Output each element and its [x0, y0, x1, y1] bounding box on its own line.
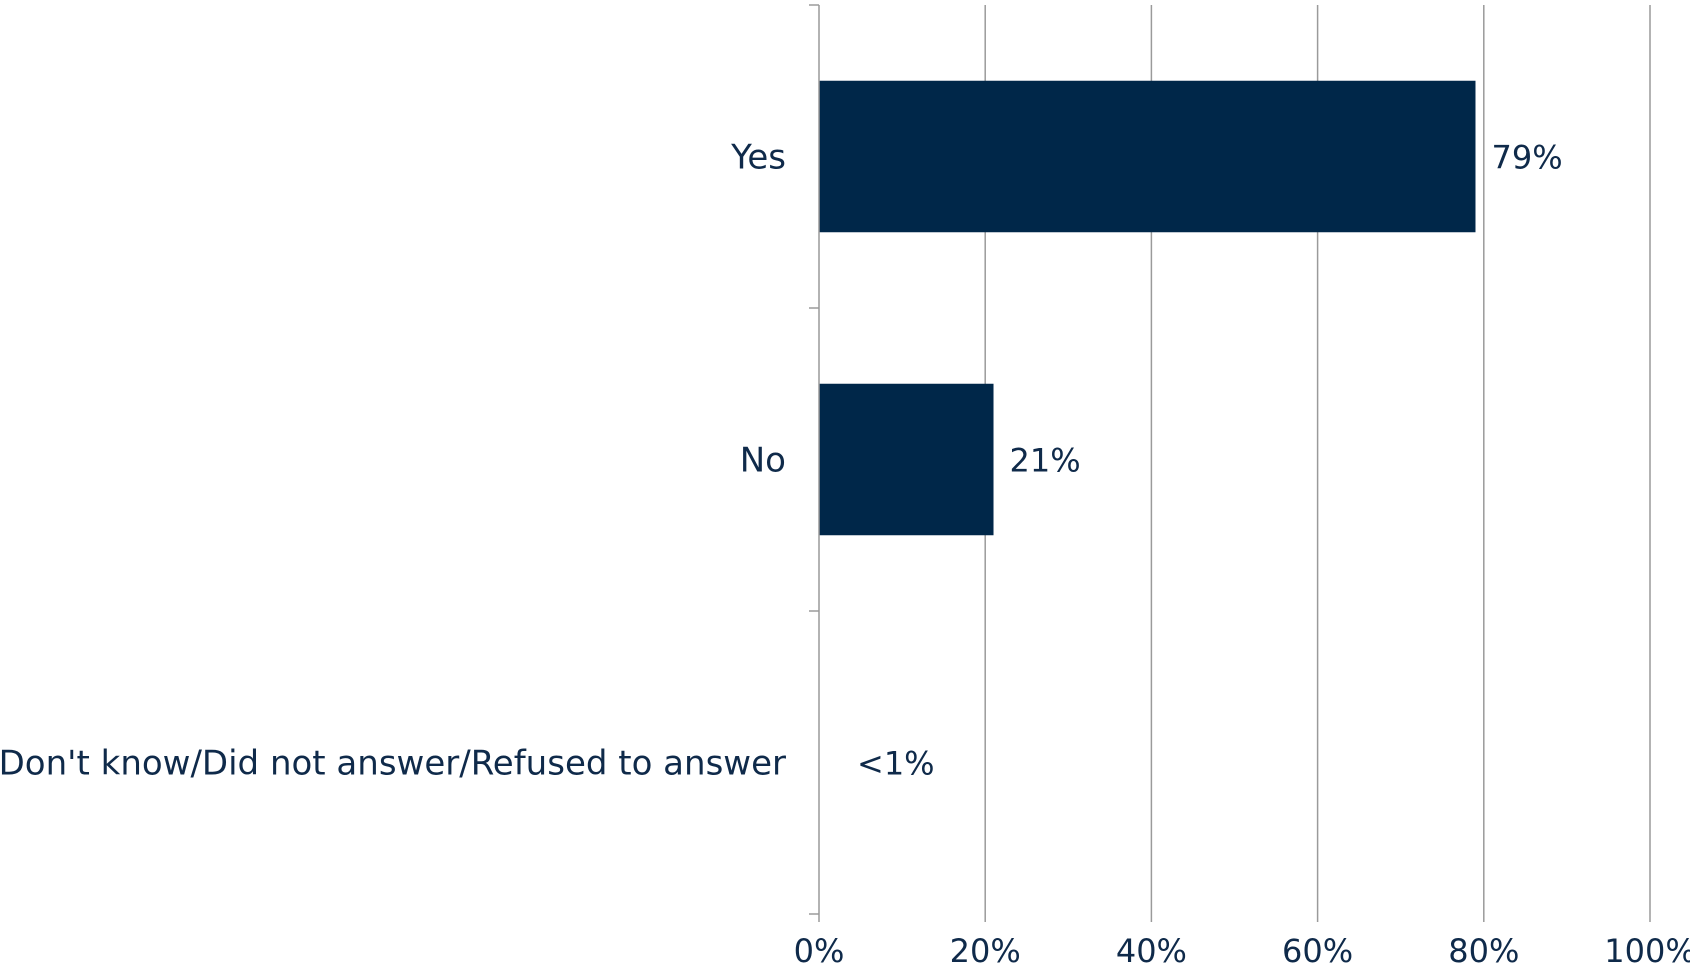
category-label: Don't know/Did not answer/Refused to ans…	[0, 744, 786, 784]
axes	[809, 4, 1651, 922]
data-label: 79%	[1491, 139, 1562, 177]
category-label: Yes	[730, 138, 786, 178]
x-tick-label: 40%	[1116, 932, 1187, 970]
data-label: 21%	[1010, 442, 1081, 480]
bar	[819, 80, 1476, 233]
category-label: No	[740, 441, 786, 481]
data-label: <1%	[857, 745, 935, 783]
x-tick-label: 80%	[1448, 932, 1519, 970]
bars-group	[819, 80, 1476, 536]
x-tick-label: 20%	[950, 932, 1021, 970]
x-tick-label: 100%	[1604, 932, 1690, 970]
labels-group: 0% 20% 40% 60% 80% 100% Yes 79% No 21% Don't know/…	[0, 138, 1690, 971]
x-tick-label: 60%	[1282, 932, 1353, 970]
x-tick-label: 0%	[794, 932, 845, 970]
bar	[819, 383, 994, 536]
